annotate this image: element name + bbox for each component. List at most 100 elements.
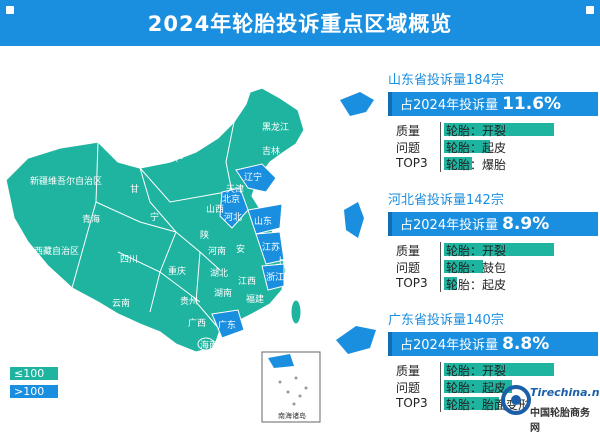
header-banner: 2024年轮胎投诉重点区域概览 (0, 0, 600, 46)
issue-item: 轮胎：开裂 (446, 244, 507, 258)
panel-title: 河北省投诉量142宗 (388, 193, 504, 208)
map-label: 新疆维吾尔自治区 (30, 175, 102, 187)
inset-islands (278, 376, 308, 406)
corner-decoration (586, 6, 594, 14)
inset-label: 南海诸岛 (278, 411, 306, 420)
share-bar: 占2024年投诉量 8.9% (388, 212, 598, 236)
panel-guangdong: 广东省投诉量140宗 占2024年投诉量 8.8% 质量 问题 TOP3 轮胎：开… (388, 312, 598, 414)
legend: ≤100 (10, 362, 58, 381)
map-label: 辽宁 (244, 171, 262, 183)
share-prefix: 占2024年投诉量 (400, 218, 499, 233)
share-bar: 占2024年投诉量 11.6% (388, 92, 598, 116)
row-label: TOP3 (396, 276, 428, 290)
map-region-low (290, 299, 302, 325)
issue-item: 轮胎：鼓包 (446, 261, 507, 275)
inset-region (268, 354, 294, 368)
watermark-brand: Tirechina.net (530, 386, 600, 399)
map-region-high (235, 163, 277, 193)
map-label: 山西 (206, 204, 224, 215)
high-regions (211, 163, 285, 339)
map-region-high (247, 203, 283, 235)
row-label: TOP3 (396, 396, 428, 410)
share-value: 8.9% (502, 214, 550, 234)
row-label: 问题 (396, 141, 421, 155)
map-region-high (261, 263, 285, 291)
map-region-high (211, 309, 245, 339)
map-label: 青海 (82, 213, 100, 225)
share-prefix: 占2024年投诉量 (400, 98, 499, 113)
divider (440, 122, 441, 172)
map-label: 广东 (218, 319, 236, 331)
issue-bar (444, 363, 554, 376)
map-label: 重庆 (168, 265, 186, 277)
map-label: 云南 (112, 297, 130, 309)
map-label: 福建 (246, 293, 264, 305)
map-label: 江苏 (262, 241, 280, 253)
map-label: 宁 (150, 211, 159, 223)
map-label: 安 (236, 243, 245, 255)
share-value: 11.6% (502, 94, 562, 114)
issue-item: 轮胎：开裂 (446, 364, 507, 378)
watermark-logo: Tirechina.net 中国轮胎商务网 (500, 382, 600, 434)
map-label: 黑龙江 (262, 121, 289, 133)
map-label: 广西 (188, 317, 206, 329)
issue-item: 轮胎：胎面变形 (446, 398, 531, 412)
map-label: 西藏自治区 (34, 245, 79, 257)
china-map: 新疆维吾尔自治区 西藏自治区 青海 甘 四川 云南 内蒙古自治区 黑龙江 吉林 … (5, 87, 321, 423)
panel-hebei: 河北省投诉量142宗 占2024年投诉量 8.9% 质量 问题 TOP3 轮胎：开… (388, 192, 598, 294)
province-borders (71, 121, 235, 331)
issue-bar (444, 123, 554, 136)
row-label: TOP3 (396, 156, 428, 170)
hebei-shape (344, 202, 364, 238)
page-title: 2024年轮胎投诉重点区域概览 (147, 12, 453, 36)
issue-item: 轮胎：爆胎 (446, 158, 507, 172)
map-label: 上海 (276, 255, 294, 267)
map-region-high (219, 187, 249, 229)
divider (440, 362, 441, 412)
issue-rows: 质量 问题 TOP3 轮胎：开裂 轮胎：起皮 轮胎：胎面变形 (388, 362, 598, 414)
map-label: 四川 (120, 255, 138, 265)
row-label: 问题 (396, 261, 421, 275)
issue-item: 轮胎：起皮 (446, 381, 507, 395)
row-label: 质量 (396, 244, 421, 258)
map-label: 贵州 (180, 295, 198, 307)
map-label: 北京 (222, 193, 240, 205)
issue-bar (444, 140, 490, 153)
issue-rows: 质量 问题 TOP3 轮胎：开裂 轮胎：起皮 轮胎：爆胎 (388, 122, 598, 174)
map-label: 湖南 (214, 287, 232, 299)
watermark-cn: 中国轮胎商务网 (530, 408, 590, 434)
row-label: 质量 (396, 124, 421, 138)
map-label: 山东 (254, 215, 272, 227)
issue-rows: 质量 问题 TOP3 轮胎：开裂 轮胎：鼓包 轮胎：起皮 (388, 242, 598, 294)
map-region-low (5, 87, 305, 353)
share-bar: 占2024年投诉量 8.8% (388, 332, 598, 356)
tire-logo-icon (501, 385, 531, 415)
map-label: 甘 (130, 183, 139, 195)
issue-item: 轮胎：起皮 (446, 141, 507, 155)
issue-bar (444, 380, 512, 393)
map-label: 浙江 (266, 271, 284, 283)
map-region-high (255, 231, 285, 265)
guangdong-shape (336, 326, 376, 354)
issue-bar (444, 243, 554, 256)
map-label: 河南 (208, 245, 226, 257)
panel-title: 广东省投诉量140宗 (388, 313, 504, 328)
divider (440, 242, 441, 292)
map-region-low (197, 337, 215, 351)
map-label: 吉林 (262, 145, 280, 157)
shandong-shape (340, 92, 374, 116)
map-label: 湖北 (210, 268, 228, 279)
legend: >100 (10, 380, 58, 399)
panel-shandong: 山东省投诉量184宗 占2024年投诉量 11.6% 质量 问题 TOP3 轮胎：… (388, 72, 598, 174)
map-label: 陕 (200, 229, 209, 241)
map-label: 江西 (238, 276, 256, 287)
map-label: 海南 (200, 339, 218, 351)
issue-bar (444, 157, 472, 170)
map-label: 天津 (226, 184, 244, 195)
issue-bar (444, 260, 483, 273)
issue-bar (444, 397, 499, 410)
row-label: 问题 (396, 381, 421, 395)
issue-item: 轮胎：起皮 (446, 278, 507, 292)
share-value: 8.8% (502, 334, 550, 354)
legend-high: >100 (10, 385, 58, 398)
